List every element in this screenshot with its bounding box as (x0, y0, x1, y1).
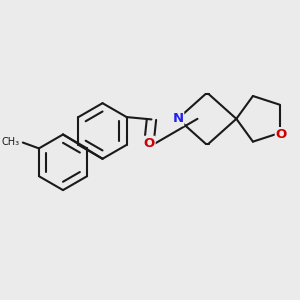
Text: O: O (276, 128, 287, 141)
Text: O: O (143, 136, 155, 150)
Text: N: N (172, 112, 183, 125)
Text: CH₃: CH₃ (2, 137, 20, 147)
